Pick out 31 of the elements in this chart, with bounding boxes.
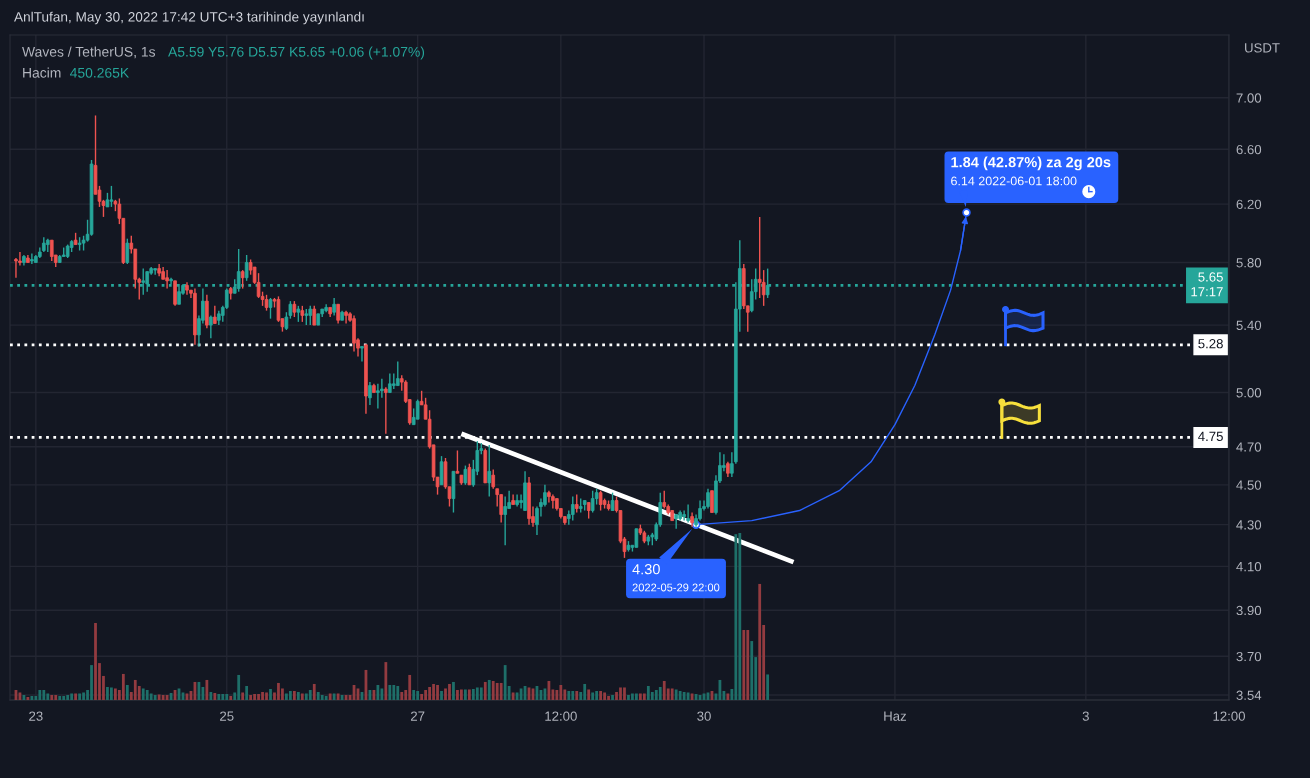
ref-line-label: 4.75 (1198, 431, 1223, 442)
y-tick-label: 6.20 (1236, 199, 1262, 209)
ref-line-label: 5.28 (1198, 339, 1223, 349)
y-tick-label: 5.80 (1236, 258, 1262, 268)
y-axis-title: USDT (1245, 43, 1280, 53)
annotation: 1.84 (42.87%) za 2g 20s 6.14 2022-06-01 18:00 (951, 156, 1111, 186)
text: Waves / TetherUS, 1s (22, 46, 156, 59)
x-tick-label: 3 (1082, 711, 1089, 721)
y-tick-label: 5.00 (1236, 388, 1262, 398)
y-tick-label: 7.00 (1236, 93, 1262, 103)
y-tick-label: 4.50 (1236, 480, 1262, 490)
text: A5.59 Y5.76 D5.57 K5.65 +0.06 (+1.07%) (168, 46, 425, 60)
y-tick-label: 5.40 (1236, 320, 1262, 331)
ref-line-label: 5.65 17:17 (1191, 272, 1223, 297)
x-tick-label: 12:00 (545, 711, 577, 721)
text: AnlTufan, May 30, 2022 17:42 UTC+3 tarihinde yayınlandı (14, 11, 364, 25)
y-tick-label: 4.10 (1236, 561, 1262, 572)
x-tick-label: 23 (29, 711, 43, 721)
y-tick-label: 4.30 (1236, 520, 1262, 530)
annotation: Hacim 450.265K (23, 67, 129, 78)
annotation: 4.30 2022-05-29 22:00 (632, 564, 720, 592)
x-tick-label: 12:00 (1213, 711, 1245, 721)
x-tick-label: 27 (410, 711, 425, 721)
y-tick-label: 3.70 (1236, 651, 1262, 662)
y-tick-label: 4.70 (1236, 442, 1262, 452)
y-tick-label: 3.90 (1236, 605, 1262, 616)
x-tick-label: 25 (220, 711, 234, 721)
y-tick-label: 3.54 (1236, 690, 1262, 700)
x-tick-label: Haz (884, 711, 906, 721)
x-tick-label: 30 (697, 711, 711, 721)
y-tick-label: 6.60 (1236, 144, 1262, 155)
